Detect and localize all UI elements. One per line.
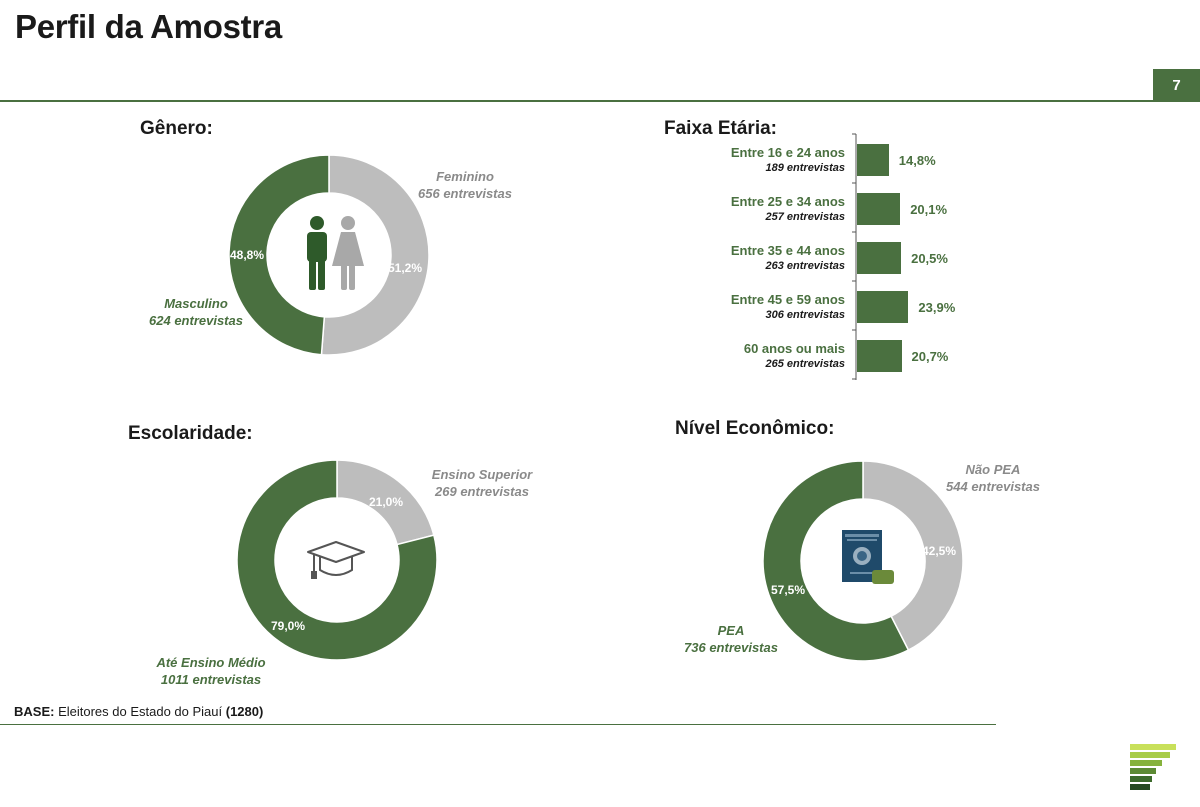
education-donut-chart	[236, 459, 438, 661]
age-category-label: Entre 35 e 44 anos	[730, 243, 845, 258]
superior-count: 269 entrevistas	[435, 484, 529, 499]
pea-count: 736 entrevistas	[684, 640, 778, 655]
header-divider	[0, 100, 1153, 102]
age-bar-value: 20,5%	[911, 251, 948, 266]
feminino-count: 656 entrevistas	[418, 186, 512, 201]
masculino-pct-label: 48,8%	[230, 248, 265, 262]
age-category-label: Entre 45 e 59 anos	[730, 292, 845, 307]
masculino-count: 624 entrevistas	[149, 313, 243, 328]
age-bar-value: 20,1%	[910, 202, 948, 217]
man-figure	[307, 216, 327, 290]
page-number: 7	[1153, 69, 1200, 102]
age-bar	[857, 144, 889, 176]
base-label: BASE:	[14, 704, 55, 719]
footer-divider	[0, 724, 996, 725]
age-category-label: Entre 25 e 34 anos	[730, 194, 845, 209]
graduation-cap-icon	[307, 541, 365, 579]
work-card-icon	[842, 530, 894, 584]
nao-pea-name: Não PEA	[965, 462, 1021, 477]
economic-slice-0	[862, 460, 964, 652]
economic-slice-1	[762, 460, 910, 662]
age-category-count: 263 entrevistas	[765, 260, 846, 272]
gender-chart-title: Gênero:	[140, 118, 213, 139]
gender-slice-1	[228, 154, 330, 356]
age-bar	[857, 340, 902, 372]
pea-pct-label: 57,5%	[771, 583, 806, 597]
medio-legend: Até Ensino Médio 1011 entrevistas	[141, 654, 281, 688]
education-chart-title: Escolaridade:	[128, 423, 253, 444]
base-text: Eleitores do Estado do Piauí	[54, 704, 226, 719]
superior-name: Ensino Superior	[431, 467, 533, 482]
age-category-count: 265 entrevistas	[765, 358, 846, 370]
age-category-count: 306 entrevistas	[765, 309, 846, 321]
education-slice-1	[236, 459, 438, 661]
masculino-name: Masculino	[164, 296, 228, 311]
man-woman-icon	[307, 216, 364, 290]
age-bar	[857, 242, 902, 274]
pea-name: PEA	[717, 623, 745, 638]
economic-donut-chart	[762, 460, 964, 662]
nao-pea-pct-label: 42,5%	[922, 544, 957, 558]
nao-pea-count: 544 entrevistas	[946, 479, 1040, 494]
medio-count: 1011 entrevistas	[160, 672, 262, 687]
feminino-pct-label: 51,2%	[388, 261, 423, 275]
feminino-legend: Feminino 656 entrevistas	[400, 168, 530, 202]
age-bar-value: 23,9%	[918, 300, 956, 315]
age-category-count: 189 entrevistas	[765, 162, 846, 174]
age-bar-axis	[852, 133, 857, 380]
age-bar	[857, 291, 909, 323]
feminino-name: Feminino	[436, 169, 494, 184]
age-chart-title: Faixa Etária:	[664, 118, 777, 139]
pea-legend: PEA 736 entrevistas	[668, 622, 794, 656]
gender-donut-chart	[228, 154, 430, 356]
age-category-count: 257 entrevistas	[765, 211, 846, 223]
superior-pct-label: 21,0%	[369, 495, 404, 509]
nao-pea-legend: Não PEA 544 entrevistas	[930, 461, 1056, 495]
gender-slice-0	[320, 154, 430, 356]
age-bar-value: 14,8%	[898, 153, 936, 168]
superior-legend: Ensino Superior 269 entrevistas	[414, 466, 550, 500]
woman-figure	[332, 216, 364, 290]
age-category-label: Entre 16 e 24 anos	[730, 145, 845, 160]
page-title: Perfil da Amostra	[15, 8, 282, 45]
base-note: BASE: Eleitores do Estado do Piauí (1280…	[14, 704, 263, 719]
company-logo-icon	[1130, 744, 1176, 790]
masculino-legend: Masculino 624 entrevistas	[131, 295, 261, 329]
age-category-label: 60 anos ou mais	[743, 341, 845, 356]
age-bar	[857, 193, 901, 225]
medio-pct-label: 79,0%	[271, 619, 306, 633]
age-bar-value: 20,7%	[911, 349, 949, 364]
medio-name: Até Ensino Médio	[156, 655, 266, 670]
economic-chart-title: Nível Econômico:	[675, 418, 835, 439]
base-total: (1280)	[225, 704, 264, 719]
